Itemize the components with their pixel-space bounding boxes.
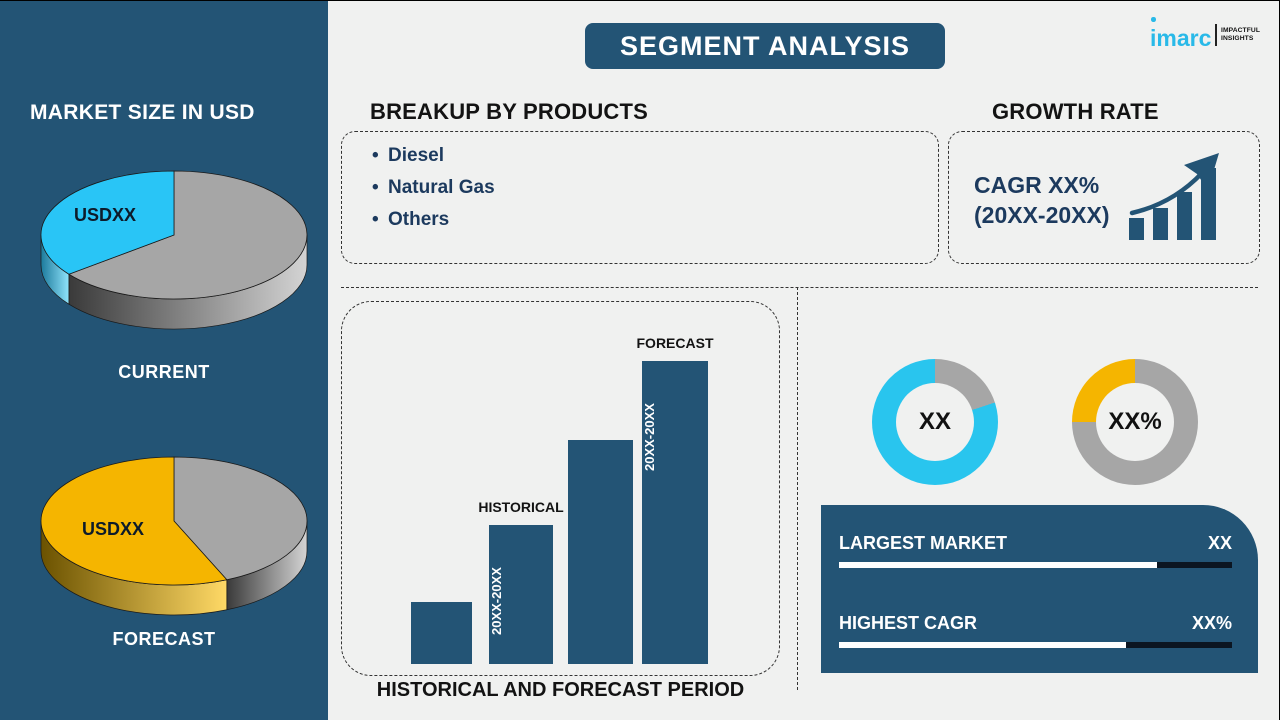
svg-text:USDXX: USDXX [82,519,144,539]
svg-text:USDXX: USDXX [74,205,136,225]
